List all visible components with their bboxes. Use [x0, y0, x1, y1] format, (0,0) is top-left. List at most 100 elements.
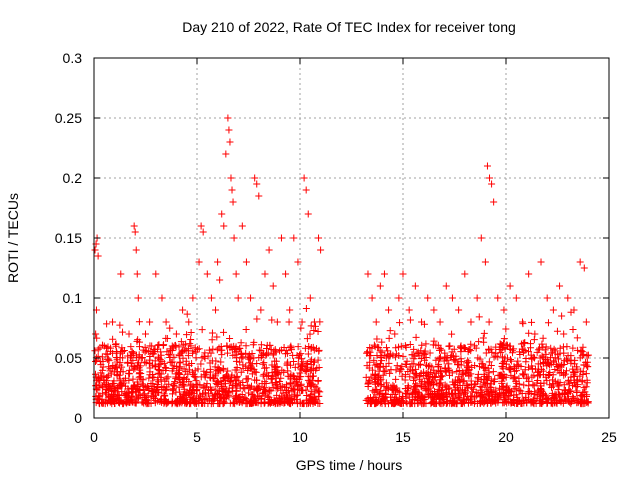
data-point — [255, 192, 263, 200]
data-point — [577, 347, 585, 355]
data-point — [406, 363, 414, 371]
data-point — [189, 294, 197, 302]
data-point — [537, 399, 545, 407]
data-point — [562, 367, 570, 375]
data-point — [568, 382, 576, 390]
data-point — [142, 398, 150, 406]
data-point — [460, 343, 468, 351]
data-point — [557, 361, 565, 369]
data-point — [255, 346, 263, 354]
data-point — [276, 395, 284, 403]
data-point — [401, 342, 409, 350]
data-point — [419, 394, 427, 402]
data-point — [406, 373, 414, 381]
data-point — [207, 368, 215, 376]
data-point — [374, 363, 382, 371]
data-point — [491, 392, 499, 400]
data-point — [172, 341, 180, 349]
data-point — [109, 396, 117, 404]
data-point — [248, 390, 256, 398]
data-point — [122, 382, 130, 390]
data-point — [304, 372, 312, 380]
data-point — [541, 346, 549, 354]
data-point — [489, 368, 497, 376]
data-point — [499, 363, 507, 371]
data-point — [272, 364, 280, 372]
data-point — [583, 391, 591, 399]
data-point — [227, 174, 235, 182]
data-point — [504, 386, 512, 394]
x-tick-label: 25 — [601, 429, 617, 445]
data-point — [242, 325, 250, 333]
data-point — [507, 365, 515, 373]
data-point — [95, 381, 103, 389]
data-point — [135, 343, 143, 351]
data-point — [515, 386, 523, 394]
data-point — [242, 342, 250, 350]
data-point — [307, 322, 315, 330]
data-point — [453, 394, 461, 402]
data-point — [172, 330, 180, 338]
data-point — [122, 390, 130, 398]
data-point — [534, 377, 542, 384]
data-point — [198, 398, 206, 406]
data-point — [569, 325, 577, 333]
data-point — [465, 372, 473, 380]
data-point — [208, 357, 216, 365]
data-point — [484, 379, 492, 387]
data-point — [168, 397, 176, 405]
data-point — [165, 380, 173, 388]
data-point — [144, 392, 152, 400]
data-point — [488, 348, 496, 356]
data-point — [565, 380, 573, 388]
data-point — [308, 366, 316, 374]
data-point — [578, 400, 586, 408]
data-point — [418, 393, 426, 401]
data-point — [277, 386, 285, 394]
data-point — [111, 363, 119, 371]
data-point — [232, 348, 240, 356]
data-point — [441, 365, 449, 373]
data-point — [447, 389, 455, 397]
data-point — [518, 390, 526, 398]
data-point — [546, 370, 554, 378]
data-point — [498, 385, 506, 393]
data-point — [555, 355, 563, 363]
data-point — [233, 354, 241, 362]
data-point — [563, 343, 571, 351]
data-point — [201, 349, 209, 357]
data-point — [412, 333, 420, 341]
data-point — [187, 329, 195, 337]
data-point — [441, 381, 449, 389]
data-point — [567, 400, 575, 408]
data-point — [194, 381, 202, 389]
data-point — [485, 318, 493, 326]
data-point — [303, 359, 311, 367]
data-point — [214, 258, 222, 266]
data-point — [129, 375, 137, 383]
data-point — [225, 126, 233, 134]
data-point — [283, 383, 291, 391]
data-point — [130, 222, 138, 230]
data-point — [238, 354, 246, 362]
data-point — [226, 399, 234, 407]
data-point — [267, 346, 275, 354]
data-point — [109, 318, 117, 326]
data-point — [569, 344, 577, 352]
data-point — [467, 318, 475, 326]
data-point — [138, 380, 146, 388]
data-point — [91, 370, 99, 378]
data-point — [386, 369, 394, 377]
data-point — [448, 294, 456, 302]
data-point — [125, 330, 133, 338]
data-point — [382, 354, 390, 362]
data-point — [485, 369, 493, 377]
data-point — [262, 344, 270, 352]
data-point — [126, 396, 134, 404]
data-point — [222, 373, 230, 381]
data-point — [442, 282, 450, 290]
data-point — [391, 395, 399, 403]
data-point — [132, 246, 140, 254]
data-point — [518, 318, 526, 326]
data-point — [465, 358, 473, 366]
